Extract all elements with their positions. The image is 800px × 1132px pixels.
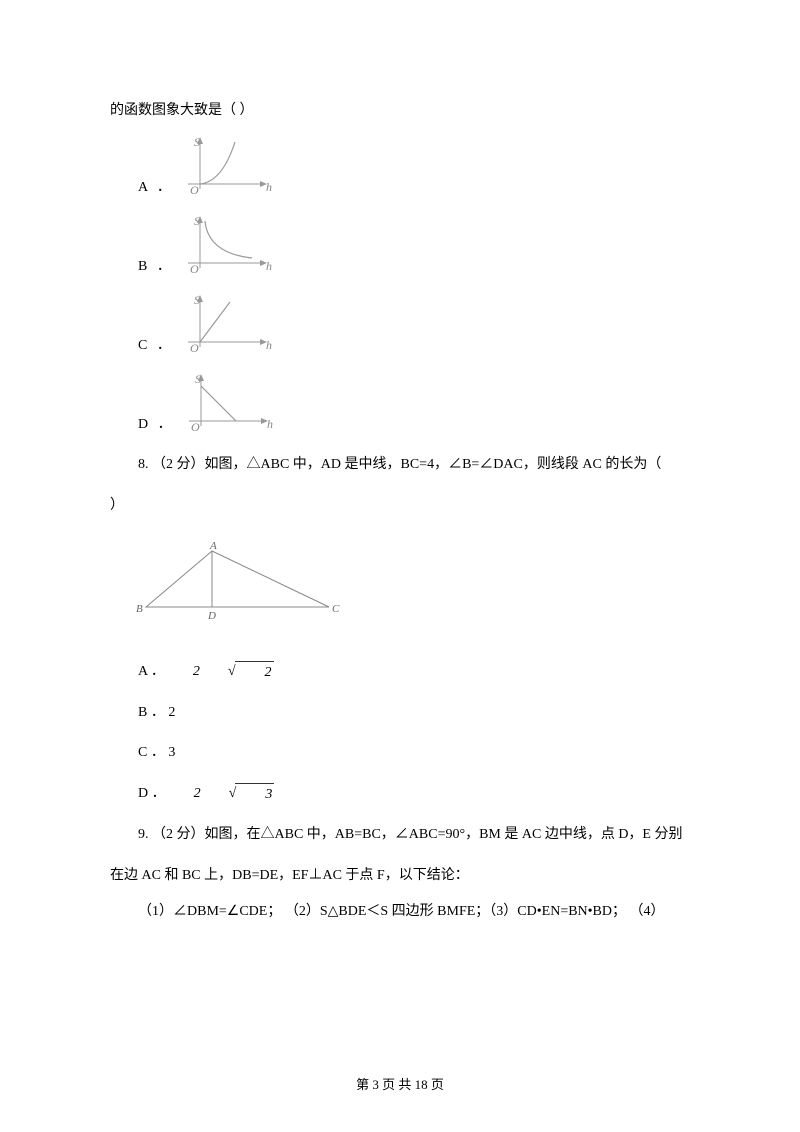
svg-text:D: D	[207, 610, 216, 622]
page-footer: 第 3 页 共 18 页	[0, 1075, 800, 1096]
q8-line1: 8. （2 分）如图，△ABC 中，AD 是中线，BC=4，∠B=∠DAC，则线…	[110, 454, 690, 476]
svg-text:h: h	[266, 338, 272, 352]
svg-text:A: A	[209, 540, 217, 552]
option-d-label: D ．	[110, 414, 175, 436]
sqrt-2root2: 2√2	[165, 661, 274, 684]
option-b-label: B ．	[110, 256, 174, 278]
q8-option-a: A ． 2√2	[110, 661, 690, 684]
option-a-label: A ．	[110, 177, 174, 199]
chart-d-linear-down: S O h	[181, 371, 276, 436]
svg-text:O: O	[191, 420, 200, 434]
q9-line1: 9. （2 分）如图，在△ABC 中，AB=BC，∠ABC=90°，BM 是 A…	[110, 824, 690, 846]
svg-text:C: C	[332, 603, 340, 615]
chart-b-hyperbola: S O h	[180, 213, 275, 278]
svg-text:h: h	[267, 417, 273, 431]
chart-a-convex-up: S O h	[180, 134, 275, 199]
q9-line3: （1）∠DBM=∠CDE； （2）S△BDE＜S 四边形 BMFE；（3）CD•…	[110, 901, 690, 923]
chart-c-linear-up: S O h	[180, 292, 275, 357]
svg-text:O: O	[190, 341, 199, 355]
sqrt-2root3: 2√3	[166, 783, 275, 806]
svg-text:B: B	[136, 603, 143, 615]
q9-line2: 在边 AC 和 BC 上，DB=DE，EF⊥AC 于点 F，以下结论：	[110, 865, 690, 887]
q8-d-prefix: D ．	[110, 783, 166, 805]
q8-option-b: B ． 2	[110, 702, 690, 724]
option-c-label: C ．	[110, 335, 174, 357]
graph-option-c: C ． S O h	[110, 292, 690, 357]
axis-h-label: h	[266, 180, 272, 194]
header-line: 的函数图象大致是（ ）	[110, 100, 690, 122]
triangle-figure: A B C D	[134, 539, 344, 624]
graph-option-d: D ． S O h	[110, 371, 690, 436]
q8-line2: ）	[110, 495, 690, 517]
svg-text:h: h	[266, 259, 272, 273]
graph-option-b: B ． S O h	[110, 213, 690, 278]
q8-option-d: D ． 2√3	[110, 783, 690, 806]
svg-text:O: O	[190, 262, 199, 276]
q8-a-prefix: A ．	[110, 661, 165, 683]
origin-label: O	[190, 183, 199, 197]
graph-option-a: A ． S O h	[110, 134, 690, 199]
q8-option-c: C ． 3	[110, 742, 690, 764]
